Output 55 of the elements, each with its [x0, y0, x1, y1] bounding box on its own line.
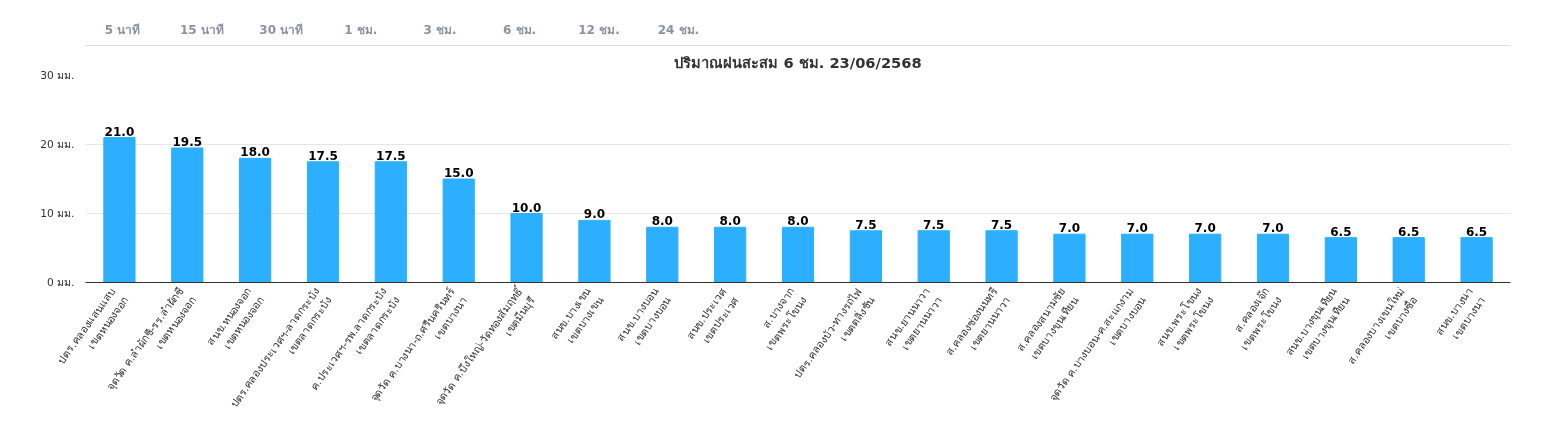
bar [917, 230, 950, 283]
data-label: 9.0 [583, 207, 606, 222]
text: 6 ชม. [503, 22, 537, 37]
bar [374, 161, 407, 283]
bar [781, 226, 815, 283]
data-label: 6.5 [1330, 224, 1352, 239]
bar [849, 230, 882, 283]
bar [1053, 233, 1086, 283]
data-label: 8.0 [787, 214, 809, 229]
data-label: 8.0 [651, 214, 673, 229]
data-label: 7.5 [855, 217, 877, 232]
data-label: 17.5 [376, 148, 406, 163]
data-label: 18.0 [240, 145, 270, 160]
data-label: 17.5 [308, 148, 338, 163]
bar [1392, 237, 1425, 283]
bar [306, 161, 340, 283]
data-label: 19.5 [172, 134, 203, 149]
data-label: 7.0 [1126, 221, 1148, 236]
bar [1256, 233, 1290, 283]
data-label: 15.0 [443, 166, 474, 180]
text: 5 นาที [104, 22, 141, 37]
text: 1 ชม. [344, 22, 378, 37]
text: 12 ชม. [578, 22, 620, 37]
data-label: 8.0 [719, 214, 741, 229]
text: 30 นาที [259, 22, 304, 37]
data-label: 10.0 [511, 200, 542, 215]
bar [578, 219, 611, 283]
text: 15 นาที [179, 22, 224, 37]
data-label: 7.5 [923, 217, 945, 232]
chart-title: ปริมาณฝนสะสม 6 ชม. 23/06/2568 [674, 53, 922, 71]
y-tick-label: 0 มม. [46, 276, 75, 289]
bar [1324, 237, 1357, 283]
bar [1189, 233, 1222, 283]
text: 24 ชม. [657, 22, 700, 37]
bar [985, 230, 1018, 283]
bar [1460, 237, 1493, 283]
bar [103, 137, 136, 283]
data-label: 7.5 [990, 217, 1013, 232]
bar [239, 157, 272, 283]
y-tick-label: 20 มม. [40, 138, 75, 151]
data-label: 6.5 [1398, 224, 1420, 239]
bar [714, 226, 747, 283]
data-label: 7.0 [1194, 221, 1216, 236]
text: 3 ชม. [423, 22, 457, 37]
bar [442, 178, 475, 283]
data-label: 7.0 [1058, 221, 1081, 236]
bar [646, 226, 679, 283]
data-label: 7.0 [1262, 221, 1284, 236]
bar [171, 147, 204, 283]
data-label: 6.5 [1465, 224, 1488, 239]
y-tick-label: 10 มม. [40, 207, 75, 220]
bar [1121, 233, 1154, 283]
data-label: 21.0 [104, 124, 135, 139]
bar [510, 213, 543, 283]
y-tick-label: 30 มม. [40, 69, 75, 82]
